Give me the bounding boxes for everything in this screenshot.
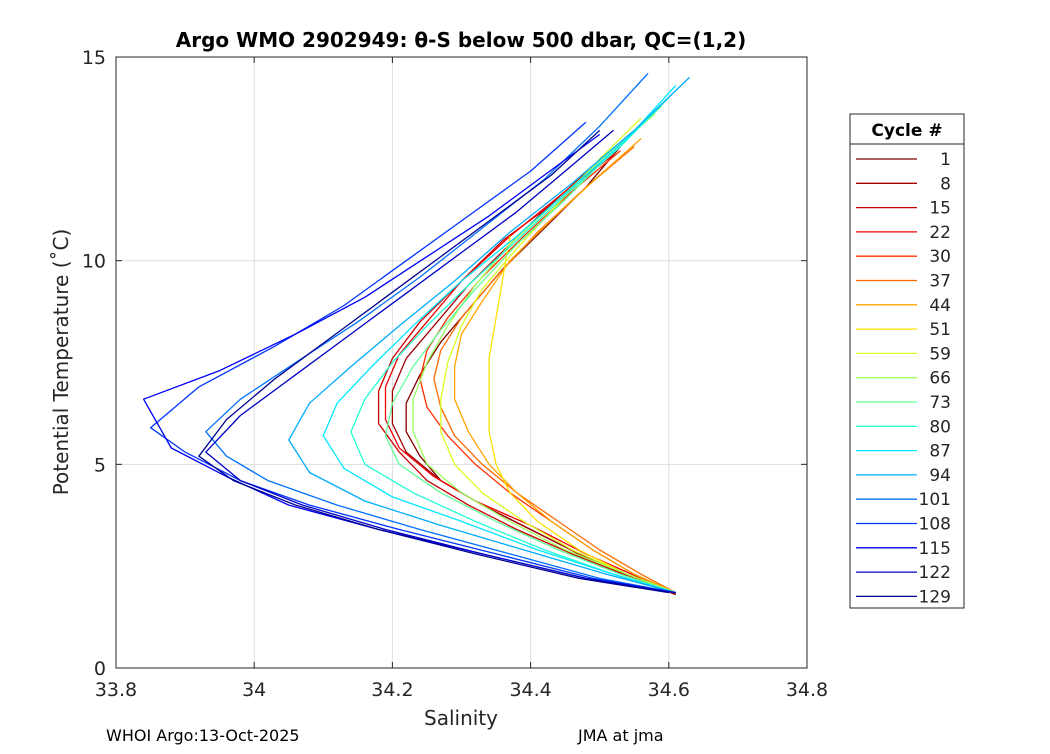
series-line-cycle-15: [377, 162, 676, 594]
footer-operator: JMA at jma: [578, 726, 664, 745]
legend-label: 73: [929, 393, 951, 413]
legend-label: 59: [929, 344, 951, 364]
x-tick-label: 33.8: [95, 679, 137, 701]
legend-label: 80: [929, 417, 951, 437]
legend: Cycle # 1 8 15 22 30 37 44 51 59 66 73 80 87 94 101 108…: [849, 113, 965, 609]
legend-label: 115: [919, 539, 951, 559]
legend-title: Cycle #: [871, 121, 942, 141]
y-tick-label: 0: [94, 658, 106, 680]
series-line-cycle-8: [391, 166, 676, 595]
legend-label: 22: [929, 223, 951, 243]
legend-label: 94: [929, 466, 951, 486]
legend-label: 87: [929, 442, 951, 462]
legend-label: 108: [919, 515, 951, 535]
y-tick-label: 10: [82, 251, 106, 273]
footer-source: WHOI Argo:13-Oct-2025: [106, 726, 300, 745]
x-tick-label: 34.4: [509, 679, 551, 701]
series-line-cycle-80: [350, 97, 676, 594]
series-line-cycle-22: [384, 154, 676, 594]
series-line-cycle-94: [288, 76, 690, 594]
legend-entries: 1 8 15 22 30 37 44 51 59 66 73 80 87 94 101 108 115 122 12…: [856, 150, 951, 607]
plot-area: [115, 56, 808, 669]
series-line-cycle-73: [384, 105, 676, 594]
series-line-cycle-44: [453, 138, 676, 594]
series-group: [142, 72, 690, 596]
legend-label: 1: [940, 150, 951, 170]
y-tick-label: 15: [82, 47, 106, 69]
x-tick-label: 34.6: [648, 679, 690, 701]
legend-label: 129: [919, 587, 951, 607]
legend-label: 30: [929, 247, 951, 267]
legend-label: 15: [929, 199, 951, 219]
x-tick-label: 34: [242, 679, 266, 701]
series-line-cycle-129: [198, 129, 669, 594]
series-line-cycle-122: [205, 129, 676, 594]
legend-label: 44: [929, 296, 951, 316]
y-axis-label: Potential Temperature (˚C): [49, 229, 73, 496]
legend-label: 51: [929, 320, 951, 340]
y-tick-label: 5: [94, 454, 106, 476]
series-line-cycle-108: [149, 121, 676, 594]
series-line-cycle-51: [488, 236, 676, 594]
legend-label: 66: [929, 369, 951, 389]
series-line-cycle-87: [322, 85, 677, 594]
chart-title: Argo WMO 2902949: θ-S below 500 dbar, QC…: [176, 28, 746, 52]
axis-ticks: 33.8 34 34.2 34.4 34.6 34.8 0 5 10 15: [82, 47, 828, 701]
x-tick-label: 34.2: [371, 679, 413, 701]
x-tick-label: 34.8: [786, 679, 828, 701]
legend-box: [849, 113, 965, 609]
legend-label: 8: [940, 174, 951, 194]
x-axis-label: Salinity: [424, 706, 498, 730]
legend-label: 101: [919, 490, 951, 510]
legend-label: 37: [929, 272, 951, 292]
legend-label: 122: [919, 563, 951, 583]
